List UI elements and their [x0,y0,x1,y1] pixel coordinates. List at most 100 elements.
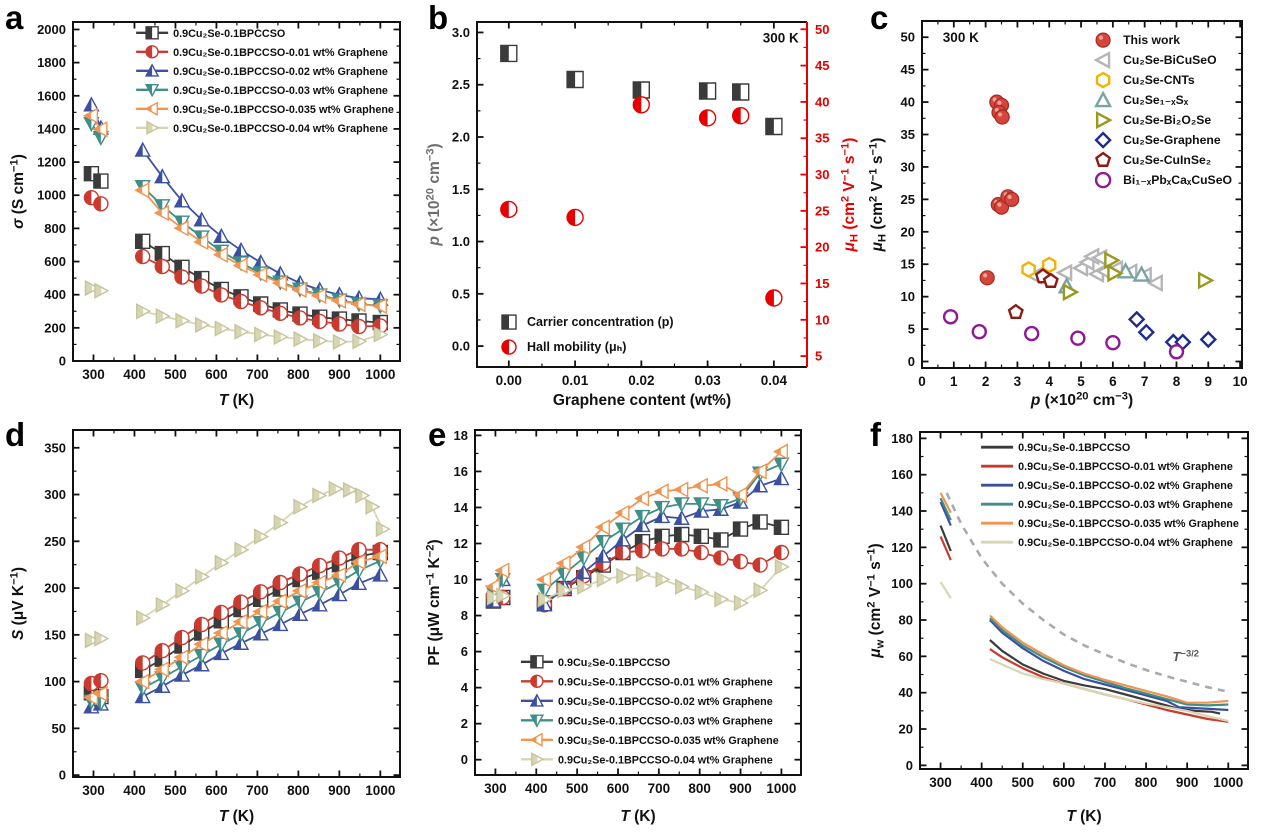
legend-label: 0.9Cu₂Se-0.1BPCCSO-0.03 wt% Graphene [558,715,773,727]
svg-text:300 K: 300 K [943,30,979,45]
legend: 0.9Cu₂Se-0.1BPCCSO 0.9Cu₂Se-0.1BPCCSO-0.0… [981,442,1239,549]
svg-text:50: 50 [901,30,915,45]
legend: 0.9Cu₂Se-0.1BPCCSO 0.9Cu₂Se-0.1BPCCSO-0.0… [520,655,779,767]
svg-text:4: 4 [1045,374,1053,389]
svg-text:8: 8 [1173,374,1181,389]
svg-text:300: 300 [44,487,66,502]
plot-frame [476,21,807,368]
legend-label: 0.9Cu₂Se-0.1BPCCSO-0.02 wt% Graphene [558,696,773,708]
series-0-9cu-se-0-1bpccso-0-04-wt-graphene [84,480,391,649]
svg-text:500: 500 [1011,775,1034,790]
svg-text:0: 0 [908,354,915,369]
axes: 300 400 500 600 700 800 900 1000 0 2 4 6 8 10 12 14 16 18 [454,428,801,796]
svg-text:5: 5 [908,322,915,337]
panel-a: a 300 400 500 600 700 800 900 1000 0 200 400 600 800 1… [0,0,423,417]
svg-text:0.00: 0.00 [496,373,522,388]
svg-text:9: 9 [1205,374,1213,389]
svg-text:45: 45 [901,62,915,77]
plot-frame [72,21,401,362]
legend-label: 0.9Cu₂Se-0.1BPCCSO-0.01 wt% Graphene [173,47,388,59]
svg-text:400: 400 [525,781,548,796]
svg-text:40: 40 [899,685,913,700]
svg-text:0.02: 0.02 [628,373,654,388]
series-0-9cu-se-0-1bpccso-0-01-wt-graphene [83,190,388,335]
svg-text:T (K): T (K) [219,392,254,409]
svg-text:4: 4 [461,680,469,695]
svg-text:T (K): T (K) [1066,808,1101,825]
svg-text:100: 100 [44,674,66,689]
svg-text:900: 900 [729,781,752,796]
svg-text:20: 20 [899,722,913,737]
panel-b: b 0.00 0.01 0.02 0.03 0.04 0.0 0.5 1.0 1.5 2.0 2.5 3… [423,0,865,417]
legend-label: 0.9Cu₂Se-0.1BPCCSO-0.04 wt% Graphene [173,123,388,135]
svg-text:600: 600 [205,367,228,382]
svg-text:800: 800 [287,783,310,798]
svg-text:600: 600 [44,254,66,269]
series-0-9cu-se-0-1bpccso-0-03-wt-graphene [939,497,1229,707]
legend-label: 0.9Cu₂Se-0.1BPCCSO-0.03 wt% Graphene [173,85,388,97]
svg-text:0: 0 [461,752,468,767]
svg-text:900: 900 [328,783,351,798]
svg-text:400: 400 [123,367,146,382]
svg-text:500: 500 [164,783,187,798]
series-cu-se-bi-o-se [1062,251,1215,302]
svg-text:1400: 1400 [37,121,66,136]
legend-label: 0.9Cu₂Se-0.1BPCCSO-0.04 wt% Graphene [558,754,773,766]
plot-frame [474,429,802,776]
series-0-9cu-se-0-1bpccso-0-035-wt-graphene [939,492,1229,704]
svg-text:80: 80 [899,613,913,628]
panel-f-letter: f [870,416,881,453]
svg-text:1000: 1000 [365,367,395,382]
svg-text:10: 10 [815,312,829,327]
svg-text:10: 10 [1233,374,1248,389]
svg-text:5: 5 [1077,374,1085,389]
legend-label: 0.9Cu₂Se-0.1BPCCSO-0.01 wt% Graphene [1018,461,1233,473]
panel-d: d 300 400 500 600 700 800 900 1000 0 50 100 150 200 25… [0,416,423,833]
svg-text:35: 35 [901,127,915,142]
series-0-9cu-se-0-1bpccso-0-03-wt-graphene [83,554,389,712]
svg-text:25: 25 [901,192,915,207]
svg-text:300: 300 [929,775,952,790]
legend-label: Cu₂Se-CNTs [1123,73,1195,87]
svg-text:900: 900 [1176,775,1199,790]
series-0-9cu-se-0-1bpccso-0-04-wt-graphene [84,279,389,351]
svg-text:6: 6 [461,644,468,659]
svg-text:600: 600 [205,783,228,798]
svg-text:900: 900 [328,367,351,382]
svg-text:140: 140 [891,504,913,519]
svg-text:0.01: 0.01 [562,373,589,388]
series-0-9cu-se-0-1bpccso-0-03-wt-graphene [83,116,389,315]
svg-text:150: 150 [44,627,66,642]
svg-text:0.0: 0.0 [452,339,470,354]
svg-text:σ (S cm−1): σ (S cm−1) [9,154,27,229]
svg-text:2.0: 2.0 [452,130,470,145]
series-0-9cu-se-0-1bpccso-0-04-wt-graphene [939,581,1229,722]
legend-label: 0.9Cu₂Se-0.1BPCCSO-0.01 wt% Graphene [558,676,773,688]
svg-text:400: 400 [123,783,146,798]
axes: 0.00 0.01 0.02 0.03 0.04 0.0 0.5 1.0 1.5 2.0 2.5 3.… [452,22,830,388]
legend-label: 0.9Cu₂Se-0.1BPCCSO-0.02 wt% Graphene [1018,480,1233,492]
series-cu-se-graphene [1128,310,1217,351]
svg-text:1600: 1600 [37,88,66,103]
svg-text:0: 0 [906,758,913,773]
svg-text:700: 700 [1094,775,1117,790]
series-0-9cu-se-0-1bpccso-0-02-wt-graphene [939,501,1229,712]
series-carrier-concentration-p [500,44,783,136]
panel-d-letter: d [5,416,26,453]
svg-text:50: 50 [52,721,66,736]
svg-text:600: 600 [1053,775,1076,790]
svg-text:300: 300 [484,781,507,796]
series-0-9cu-se-0-1bpccso [939,525,1221,715]
axes: 300 400 500 600 700 800 900 1000 0 50 100 150 200 250… [44,430,400,798]
svg-text:800: 800 [688,781,711,796]
svg-text:25: 25 [815,203,829,218]
svg-text:2000: 2000 [37,22,66,37]
svg-text:400: 400 [970,775,993,790]
legend: Carrier concentration (p) Hall mobility (… [501,314,674,355]
series-0-9cu-se-0-1bpccso-0-04-wt-graphene [486,558,790,612]
svg-text:40: 40 [815,94,829,109]
panel-c-letter: c [870,0,889,36]
legend-label: Cu₂Se-Graphene [1123,133,1221,147]
svg-text:0.5: 0.5 [452,286,470,301]
